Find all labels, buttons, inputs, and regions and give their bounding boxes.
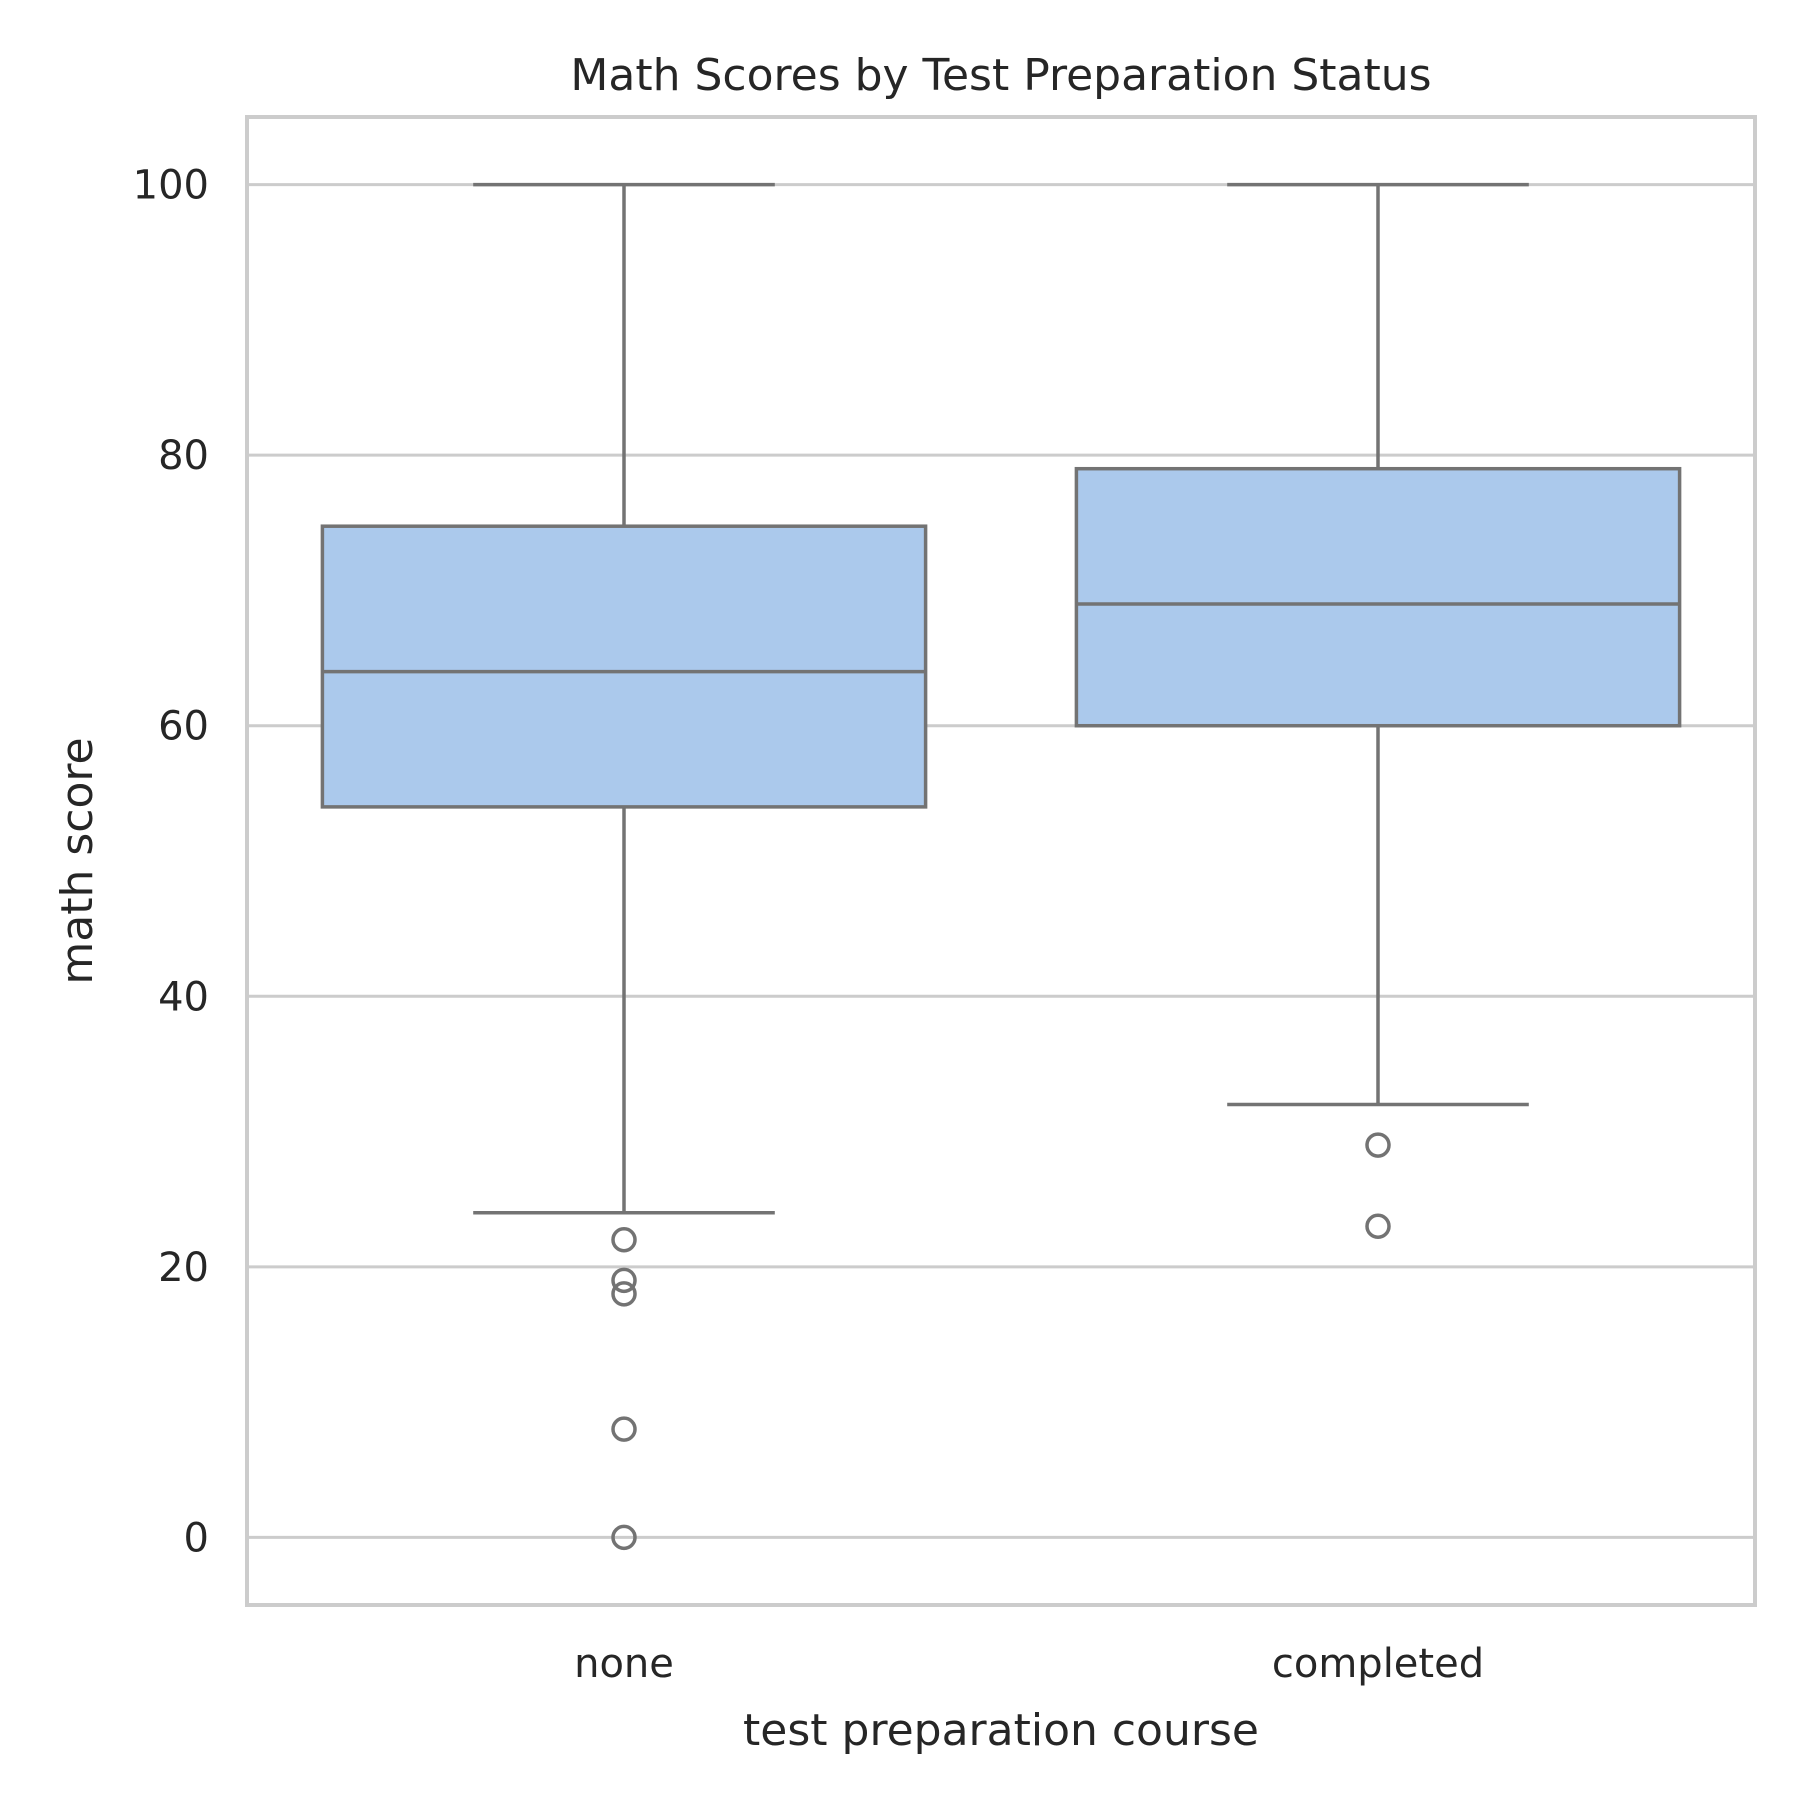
x-tick-label-completed: completed xyxy=(1272,1641,1484,1687)
box-layer xyxy=(320,182,1682,1551)
outlier-point xyxy=(1365,1213,1391,1239)
box-completed xyxy=(1074,466,1682,728)
outlier-point xyxy=(611,1267,637,1294)
y-tick-label-60: 60 xyxy=(158,704,209,750)
y-tick-label-100: 100 xyxy=(133,163,209,209)
y-tick-label-80: 80 xyxy=(158,433,209,479)
grid-layer xyxy=(247,183,1755,1539)
y-tick-label-20: 20 xyxy=(158,1245,209,1291)
y-tick-label-40: 40 xyxy=(158,974,209,1020)
box-group-completed xyxy=(1074,182,1682,1239)
plot-frame xyxy=(245,115,1757,1607)
outlier-point xyxy=(611,1524,637,1551)
x-tick-labels: none completed xyxy=(574,1641,1484,1687)
x-axis-label: test preparation course xyxy=(743,1705,1259,1756)
y-tick-labels: 0 20 40 60 80 100 xyxy=(133,163,209,1562)
x-tick-label-none: none xyxy=(574,1641,674,1687)
outlier-point xyxy=(1365,1132,1391,1158)
box-none xyxy=(320,524,928,809)
y-tick-label-0: 0 xyxy=(184,1515,209,1561)
y-axis-label: math score xyxy=(52,737,103,984)
box-group-none xyxy=(320,182,928,1551)
outlier-point xyxy=(611,1281,637,1307)
outlier-point xyxy=(611,1227,637,1253)
chart-title: Math Scores by Test Preparation Status xyxy=(570,50,1431,101)
outlier-point xyxy=(611,1416,637,1442)
